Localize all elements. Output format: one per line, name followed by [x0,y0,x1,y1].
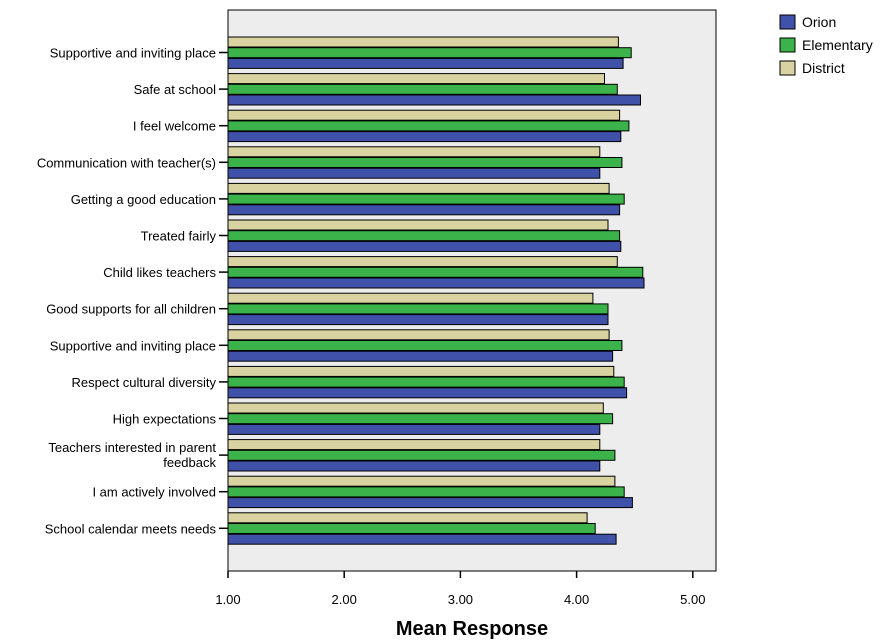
bar-district-11 [227,439,601,451]
legend: Orion Elementary District [779,14,873,76]
bar-elementary-8 [227,340,623,351]
legend-label-elementary: Elementary [802,37,873,53]
category-label: Respect cultural diversity [72,375,217,390]
x-tick-label: 2.00 [332,592,357,607]
x-axis-ticks: 1.00 2.00 3.00 4.00 5.00 [215,571,705,607]
bar-elementary-0 [227,47,632,59]
bar-orion-9 [227,387,628,399]
x-tick-label: 3.00 [448,592,473,607]
bar-district-2 [227,109,621,121]
bar-orion-10 [227,423,601,435]
bar-elementary-2 [227,120,630,132]
bar-orion-13 [227,533,617,545]
bar-orion-8 [227,350,614,362]
bar-elementary-10 [227,413,614,425]
bar-orion-6 [227,277,645,289]
bars [227,36,645,545]
category-label: Supportive and inviting place [50,46,216,61]
bar-district-10 [227,402,604,414]
legend-label-district: District [802,60,845,76]
bar-elementary-11 [227,449,616,461]
bar-district-4 [227,182,610,194]
bar-orion-1 [227,94,641,106]
bar-district-8 [227,329,610,341]
category-label: Child likes teachers [103,265,216,280]
bar-elementary-12 [227,486,625,498]
bar-elementary-5 [227,230,621,242]
bar-elementary-7 [227,303,609,315]
category-label: I am actively involved [92,485,216,500]
bar-elementary-3 [227,157,623,168]
bar-district-5 [227,219,609,231]
bar-elementary-9 [227,376,625,388]
bar-district-6 [227,256,618,268]
category-label: Communication with teacher(s) [37,155,216,170]
bar-elementary-13 [227,523,596,534]
bar-orion-5 [227,240,622,252]
legend-swatch-orion [779,14,796,30]
category-label: I feel welcome [133,119,216,134]
category-label: Teachers interested in parent feedback [48,440,216,470]
bar-orion-11 [227,460,601,472]
bar-district-7 [227,292,594,304]
x-tick-label: 5.00 [680,592,705,607]
bar-district-3 [227,146,601,158]
bar-district-9 [227,365,615,377]
category-label: Getting a good education [71,192,216,207]
legend-swatch-district [779,60,796,76]
bar-elementary-1 [227,83,618,95]
legend-label-orion: Orion [802,14,836,30]
x-tick-label: 4.00 [564,592,589,607]
bar-orion-3 [227,167,601,179]
x-tick-label: 1.00 [215,592,240,607]
bar-district-1 [227,73,605,85]
bar-district-0 [227,36,619,48]
x-axis-title: Mean Response [396,618,548,640]
bar-district-12 [227,475,616,487]
category-label: Good supports for all children [46,302,216,317]
category-label: High expectations [113,412,217,427]
bar-orion-2 [227,131,622,143]
bar-elementary-6 [227,266,644,278]
category-label: School calendar meets needs [45,521,217,536]
category-label: Safe at school [134,82,216,97]
bar-district-13 [227,512,588,524]
legend-swatch-elementary [779,37,796,53]
category-labels: Supportive and inviting place Safe at sch… [37,46,228,536]
category-label: Treated fairly [141,229,217,244]
bar-orion-7 [227,314,609,326]
bar-orion-12 [227,497,633,509]
bar-orion-4 [227,204,621,216]
bar-elementary-4 [227,193,625,205]
category-label: Supportive and inviting place [50,338,216,353]
bar-orion-0 [227,57,624,69]
